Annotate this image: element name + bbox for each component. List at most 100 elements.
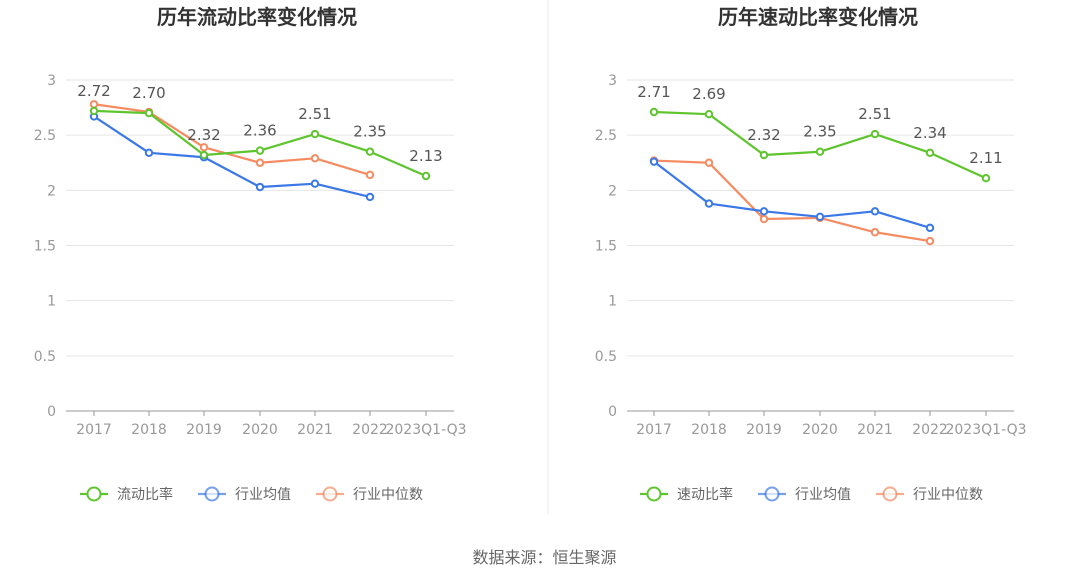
data-point [255,158,265,167]
data-label: 2.11 [969,149,1002,167]
data-point [870,228,880,237]
data-point [815,212,825,222]
legend-swatch-marker [322,486,338,502]
data-point [704,199,714,208]
data-point [815,147,825,156]
data-point [704,158,714,167]
chart-title: 历年流动比率变化情况 [157,5,357,29]
x-tick-label: 2022 [352,422,388,438]
x-tick-label: 2018 [131,422,167,438]
data-point [981,173,991,183]
x-tick-label: 2019 [746,422,782,438]
data-point [365,147,375,156]
x-tick-label: 2023Q1-Q3 [945,422,1026,438]
legend-label: 行业中位数 [913,487,983,503]
x-tick-label: 2019 [186,422,222,438]
legend-item[interactable]: 流动比率 [80,486,173,503]
series-line [653,160,931,229]
data-point [870,129,880,139]
data-point [704,110,714,119]
x-tick-label: 2017 [636,422,672,438]
series-line [93,103,371,176]
legend: 流动比率 行业均值 行业中位数 [80,486,423,503]
data-point [199,150,209,160]
legend-label: 行业均值 [235,487,291,503]
data-label: 2.13 [409,147,442,165]
legend-label: 行业中位数 [353,487,423,503]
data-point [649,107,659,117]
series-industry-mean [649,157,935,233]
x-tick-label: 2018 [691,422,727,438]
data-point [925,223,935,233]
data-label: 2.32 [187,126,220,144]
data-point [649,157,659,166]
legend-label: 速动比率 [677,486,733,503]
y-tick-label: 1.5 [595,239,617,255]
data-label: 2.51 [298,105,331,123]
data-label: 2.70 [132,84,165,102]
data-label: 2.35 [803,123,836,141]
y-tick-label: 0 [608,404,617,420]
legend-item[interactable]: 行业均值 [198,486,291,503]
x-tick-label: 2021 [297,422,333,438]
data-point [365,170,375,180]
data-source-note: 数据来源：恒生聚源 [472,548,617,567]
legend-swatch-marker [86,486,102,502]
data-point [759,150,769,160]
x-tick-label: 2020 [802,422,838,438]
y-tick-label: 1 [47,294,56,310]
legend-label: 行业均值 [795,487,851,503]
y-tick-label: 2 [608,183,617,199]
data-point [255,182,265,192]
y-tick-label: 0.5 [34,349,56,365]
data-point [199,143,209,152]
chart-title: 历年速动比率变化情况 [718,5,918,29]
chart-panel-1: 历年流动比率变化情况 0 0.5 1 1.5 2 2.5 3 2017 2018 2019 2020 2… [34,5,467,503]
data-label: 2.36 [243,122,276,140]
y-tick-label: 2 [47,183,56,199]
data-point [310,154,320,163]
data-label: 2.34 [913,124,946,142]
y-tick-label: 3 [608,73,617,89]
data-label: 2.51 [858,105,891,123]
data-point [144,108,154,118]
x-tick-label: 2023Q1-Q3 [385,422,466,438]
legend-swatch-marker [204,486,220,502]
data-point [925,236,935,246]
y-tick-label: 2.5 [595,128,617,144]
data-label: 2.32 [747,126,780,144]
series-main: 2.72 2.70 2.32 2.36 2.51 2.35 2.13 [77,82,443,181]
legend-swatch-marker [764,486,780,502]
data-point [925,148,935,158]
series-line [93,115,371,199]
legend-item[interactable]: 速动比率 [640,486,733,503]
data-point [89,106,99,116]
legend-item[interactable]: 行业中位数 [876,486,983,503]
legend: 速动比率 行业均值 行业中位数 [640,486,983,503]
y-tick-label: 2.5 [34,128,56,144]
legend-item[interactable]: 行业中位数 [316,486,423,503]
y-tick-label: 1 [608,294,617,310]
data-point [759,207,769,216]
legend-item[interactable]: 行业均值 [758,486,851,503]
series-industry-median [649,156,935,246]
chart-panel-2: 历年速动比率变化情况 0 0.5 1 1.5 2 2.5 3 2017 2018 2019 2020 2… [595,5,1027,503]
legend-swatch-marker [882,486,898,502]
series-main: 2.71 2.69 2.32 2.35 2.51 2.34 2.11 [637,83,1003,183]
series-industry-mean [89,112,375,202]
legend-swatch-marker [646,486,662,502]
data-point [365,192,375,202]
x-tick-label: 2021 [857,422,893,438]
data-label: 2.72 [77,82,110,100]
data-point [421,171,431,181]
y-tick-label: 3 [47,73,56,89]
data-point [255,146,265,155]
legend-label: 流动比率 [117,486,173,503]
data-point [870,207,880,216]
data-point [310,179,320,188]
data-point [310,129,320,139]
x-tick-label: 2017 [76,422,112,438]
data-label: 2.69 [692,85,725,103]
y-tick-label: 0 [47,404,56,420]
x-tick-label: 2020 [242,422,278,438]
